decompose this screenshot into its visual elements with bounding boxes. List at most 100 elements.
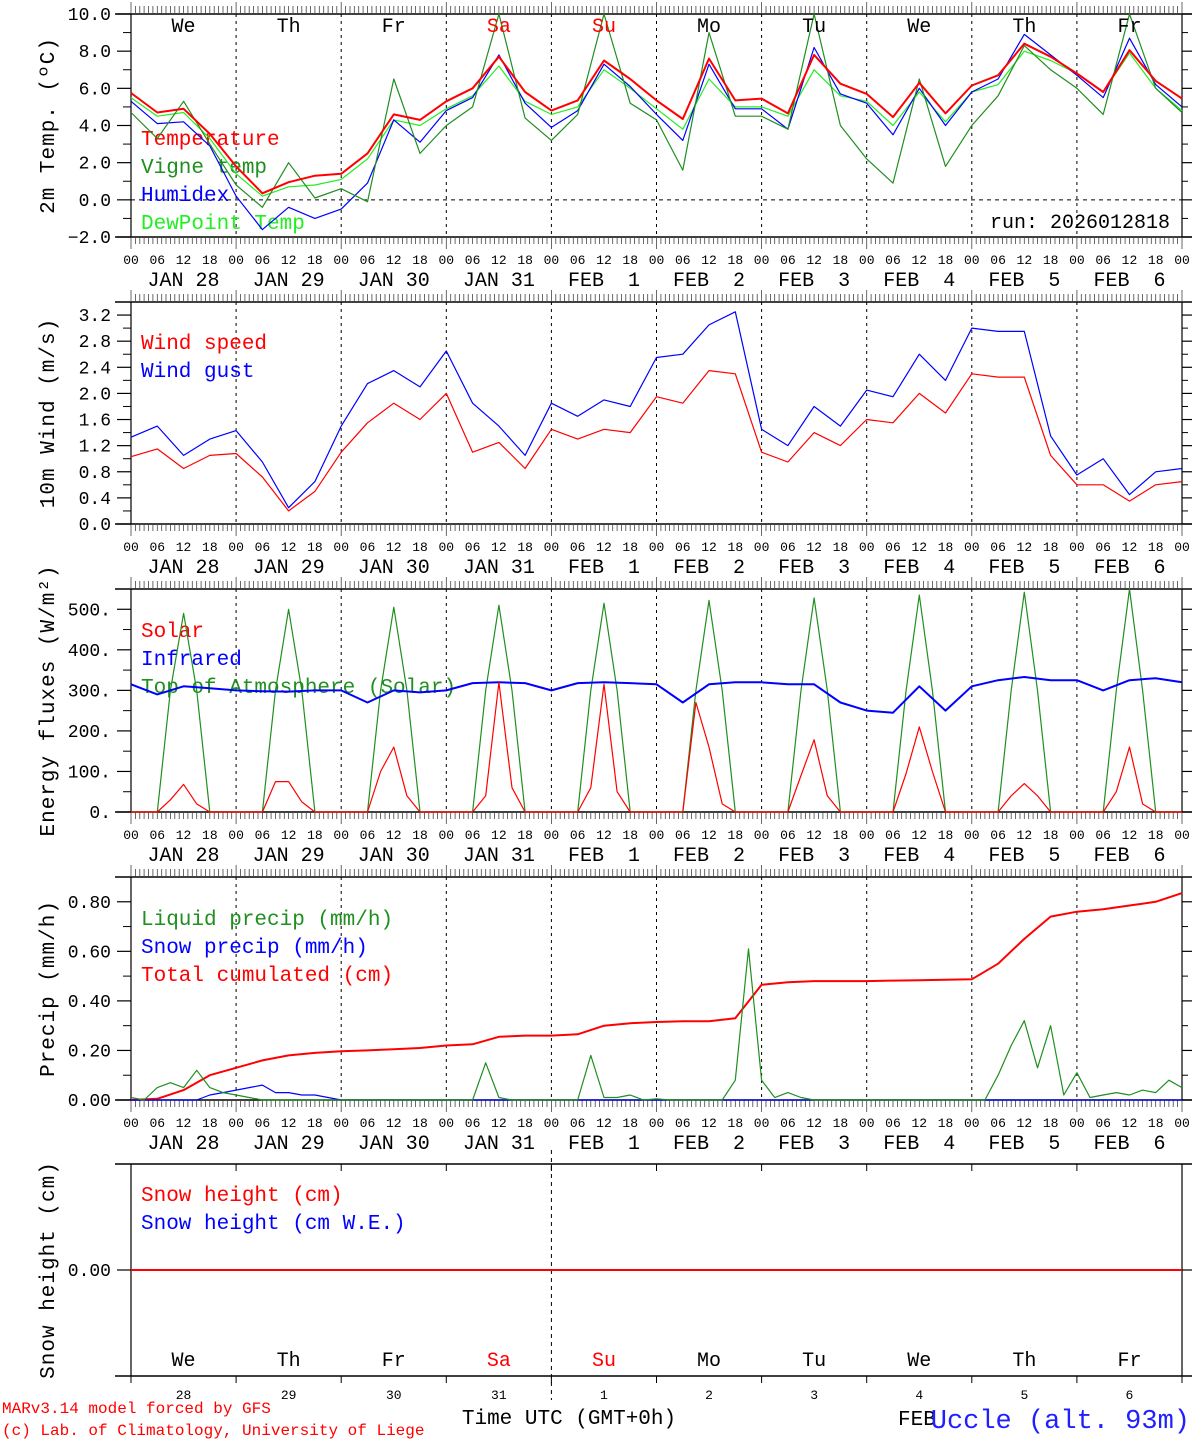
series-line-temperature [130,42,1183,195]
hour-tick-label: 06 [570,1116,586,1131]
date-label: FEB 5 [988,557,1060,580]
date-label: FEB 4 [883,845,955,868]
y-tick-label: 0. [89,804,111,824]
y-tick-label: −2.0 [68,229,111,249]
hour-tick-label: 12 [1017,828,1033,843]
series-line-wind_gust [130,311,1183,509]
hour-tick-label: 18 [307,253,323,268]
hour-tick-label: 18 [833,1116,849,1131]
hour-tick-label: 00 [964,828,980,843]
y-tick-label: 300. [68,682,111,702]
hour-tick-label: 06 [465,1116,481,1131]
weekday-label: Fr [382,1350,406,1373]
hour-tick-label: 00 [544,828,560,843]
series-line-total_cumulated [130,892,1183,1101]
hour-tick-label: 00 [1069,828,1085,843]
date-label: JAN 29 [253,270,325,293]
hour-tick-label: 18 [833,540,849,555]
weekday-label: Sa [487,16,511,39]
hour-tick-label: 12 [1122,253,1138,268]
day-number-label: 6 [1126,1388,1134,1403]
hour-tick-label: 00 [123,828,139,843]
y-tick-label: 3.2 [79,307,111,327]
hour-tick-label: 18 [307,828,323,843]
hour-tick-label: 12 [806,540,822,555]
hour-tick-label: 06 [1095,540,1111,555]
hour-tick-label: 12 [1122,540,1138,555]
hour-tick-label: 00 [333,253,349,268]
hour-tick-label: 18 [202,828,218,843]
y-tick-label: 0.00 [68,1262,111,1282]
hour-tick-label: 18 [412,1116,428,1131]
panel-temperature: 00 06 12 18 JAN 28 00 06 12 18 JAN 29 00 06 12 18 JAN … [38,2,1192,293]
hour-tick-label: 18 [728,1116,744,1131]
legend-snow: Snow precip (mm/h) [141,937,368,960]
hour-tick-label: 00 [333,540,349,555]
y-tick-label: 2.0 [79,155,111,175]
legend-liquid: Liquid precip (mm/h) [141,909,393,932]
date-label: FEB 6 [1093,1133,1165,1156]
hour-tick-label: 00 [754,828,770,843]
series-line-solar [131,681,1182,813]
weekday-label: Su [592,16,616,39]
day-number-label: 2 [705,1388,713,1403]
hour-tick-label: 18 [622,540,638,555]
y-tick-label: 0.40 [68,993,111,1013]
hour-tick-label: 06 [465,540,481,555]
hour-tick-label: 00 [438,253,454,268]
date-label: FEB 4 [883,1133,955,1156]
station-label: Uccle (alt. 93m) [931,1407,1190,1437]
hour-tick-label: 00 [754,540,770,555]
hour-tick-label: 18 [517,1116,533,1131]
hour-tick-label: 12 [701,253,717,268]
date-label: FEB 4 [883,557,955,580]
series-line-snow [131,1084,1182,1101]
hour-tick-label: 12 [386,1116,402,1131]
weekday-label: Fr [1117,1350,1141,1373]
date-label: JAN 28 [148,557,220,580]
date-label: JAN 30 [358,270,430,293]
hour-tick-label: 18 [517,540,533,555]
date-label: JAN 31 [463,845,535,868]
hour-tick-label: 18 [622,253,638,268]
panel-snow_height: We Th Fr Sa Su Mo Tu We Th Fr 28 29 30 31 1 2 3 4 5 6 0.00 Sn… [38,1150,1192,1403]
day-number-label: 5 [1020,1388,1028,1403]
weekday-label: Mo [697,16,721,39]
hour-tick-label: 00 [544,540,560,555]
hour-tick-label: 00 [123,1116,139,1131]
hour-tick-label: 18 [938,828,954,843]
hour-tick-label: 12 [176,1116,192,1131]
legend-snow_height_we: Snow height (cm W.E.) [141,1213,406,1236]
hour-tick-label: 12 [701,828,717,843]
y-tick-label: 4.0 [79,118,111,138]
hour-tick-label: 18 [622,828,638,843]
series-line-liquid [130,948,1183,1101]
legend-total_cumulated: Total cumulated (cm) [141,965,393,988]
hour-tick-label: 18 [517,253,533,268]
hour-ticks [130,2,1183,249]
hour-tick-label: 06 [780,253,796,268]
hour-tick-label: 12 [491,1116,507,1131]
hour-tick-label: 06 [885,828,901,843]
y-tick-label: 2.0 [79,385,111,405]
hour-tick-label: 12 [176,540,192,555]
hour-tick-label: 06 [780,540,796,555]
hour-tick-label: 18 [307,1116,323,1131]
hour-tick-label: 06 [360,1116,376,1131]
hour-tick-label: 00 [438,828,454,843]
weekday-label: Th [1012,16,1036,39]
hour-tick-label: 06 [570,828,586,843]
hour-tick-label: 00 [1174,253,1190,268]
hour-tick-label: 00 [964,253,980,268]
hour-tick-label: 18 [1043,1116,1059,1131]
hour-tick-label: 00 [544,1116,560,1131]
month-label: FEB [898,1409,936,1432]
hour-tick-label: 00 [859,1116,875,1131]
panel-energy: 00 06 12 18 JAN 28 00 06 12 18 JAN 29 00 06 12 18 JAN … [38,564,1192,868]
series-line-vigne [130,13,1183,208]
hour-tick-label: 12 [281,828,297,843]
date-label: FEB 6 [1093,845,1165,868]
hour-tick-label: 06 [149,540,165,555]
hour-tick-label: 00 [438,1116,454,1131]
hour-tick-label: 12 [701,540,717,555]
